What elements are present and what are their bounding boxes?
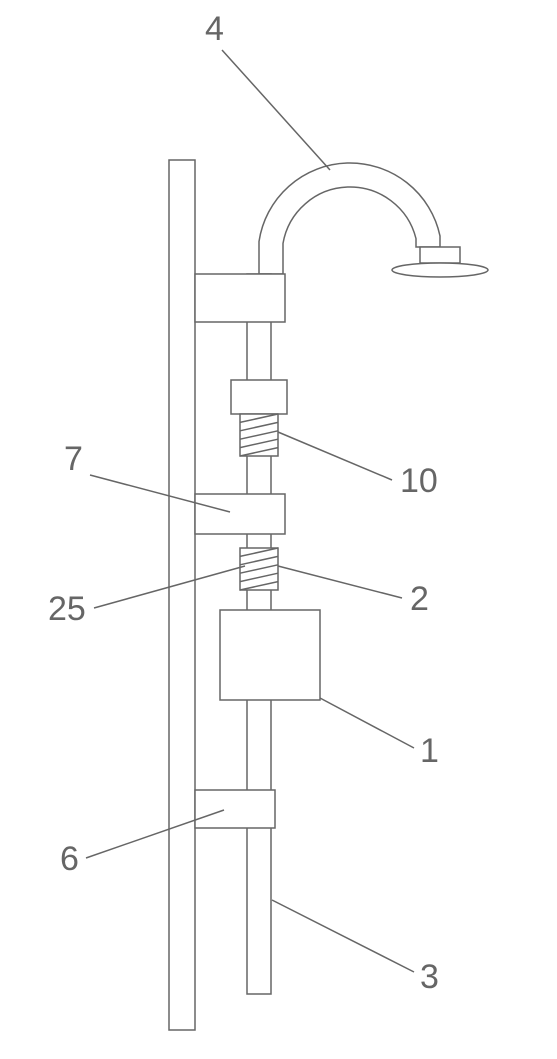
- shower-head-neck: [420, 247, 460, 263]
- leader-1: [320, 698, 414, 748]
- shower-head-plate: [392, 263, 488, 277]
- mid-bracket: [195, 494, 285, 534]
- leader-4: [222, 50, 330, 170]
- lower-bracket: [195, 790, 275, 828]
- shower-arm-arc: [259, 163, 440, 274]
- leader-2: [278, 566, 402, 598]
- label-1: 1: [420, 732, 439, 770]
- valve-block: [220, 610, 320, 700]
- leader-3: [272, 900, 414, 972]
- leader-10: [278, 432, 392, 480]
- top-bracket: [195, 274, 285, 322]
- label-6: 6: [60, 840, 79, 878]
- label-25: 25: [48, 590, 86, 628]
- leader-6: [86, 810, 224, 858]
- label-2: 2: [410, 580, 429, 618]
- label-7: 7: [64, 440, 83, 478]
- label-10: 10: [400, 462, 438, 500]
- upper-collar: [231, 380, 287, 414]
- label-3: 3: [420, 958, 439, 996]
- label-4: 4: [205, 10, 224, 48]
- wall-bar: [169, 160, 195, 1030]
